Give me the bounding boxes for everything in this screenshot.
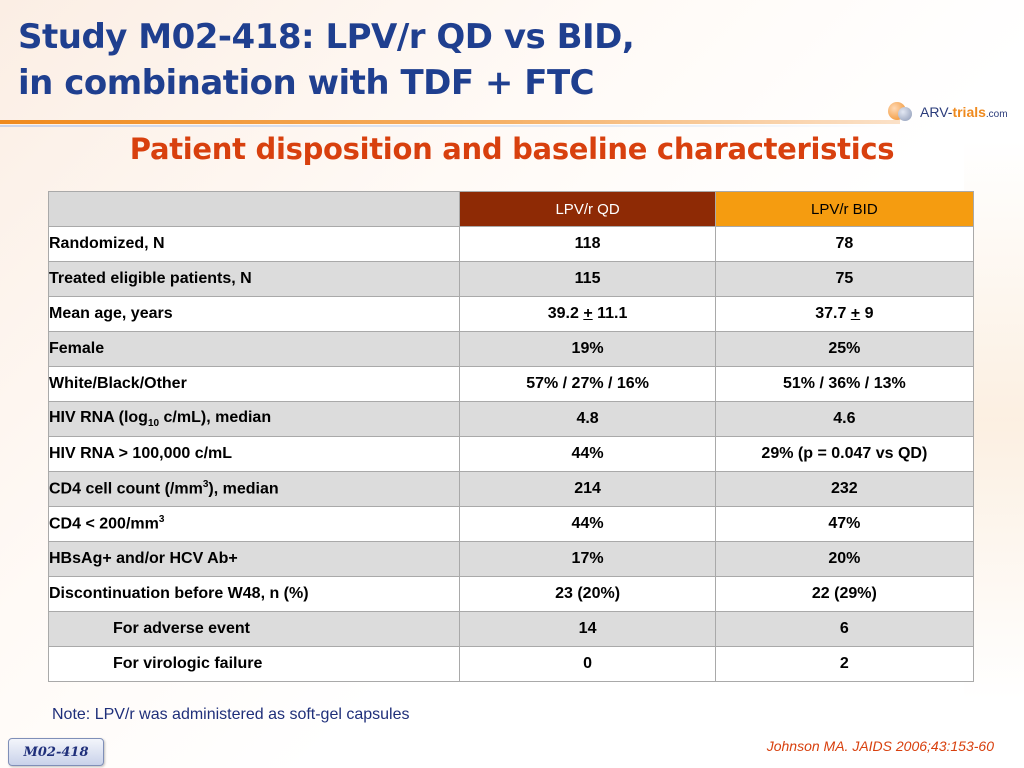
bid-value: 29% (p = 0.047 vs QD) xyxy=(714,436,975,472)
qd-value: 118 xyxy=(459,226,716,262)
bid-value: 4.6 xyxy=(714,401,975,437)
table-row: Mean age, years 39.2 + 11.1 37.7 + 9 xyxy=(47,296,975,332)
header-label-cell xyxy=(47,191,461,227)
table-row: CD4 < 200/mm3 44% 47% xyxy=(47,506,975,542)
table-row: HIV RNA > 100,000 c/mL 44% 29% (p = 0.04… xyxy=(47,436,975,472)
qd-value: 214 xyxy=(459,471,716,507)
qd-value: 23 (20%) xyxy=(459,576,716,612)
bid-sd: 9 xyxy=(864,305,874,322)
table-row: White/Black/Other 57% / 27% / 16% 51% / … xyxy=(47,366,975,402)
bid-value: 232 xyxy=(714,471,975,507)
row-label: For virologic failure xyxy=(47,646,461,682)
qd-value: 57% / 27% / 16% xyxy=(459,366,716,402)
row-label-superscript: 3 xyxy=(202,479,209,491)
row-label: Treated eligible patients, N xyxy=(47,261,461,297)
row-label: Discontinuation before W48, n (%) xyxy=(47,576,461,612)
row-label-part1: CD4 < 200/mm xyxy=(49,515,159,533)
bid-value: 37.7 + 9 xyxy=(714,296,975,332)
row-label: For adverse event xyxy=(47,611,461,647)
bid-value: 51% / 36% / 13% xyxy=(714,366,975,402)
bid-value: 6 xyxy=(714,611,975,647)
study-badge: M02-418 xyxy=(8,738,104,766)
table-header-row: LPV/r QD LPV/r BID xyxy=(47,191,975,227)
bid-value: 25% xyxy=(714,331,975,367)
table-row: For adverse event 14 6 xyxy=(47,611,975,647)
row-label-superscript: 3 xyxy=(158,514,165,526)
qd-sd: 11.1 xyxy=(597,305,628,322)
header-lpvr-qd: LPV/r QD xyxy=(459,191,716,227)
header-lpvr-bid: LPV/r BID xyxy=(714,191,975,227)
qd-value: 4.8 xyxy=(459,401,716,437)
logo-text-part1: ARV- xyxy=(920,104,953,120)
logo-text: ARV-trials.com xyxy=(920,104,1008,120)
row-label: HIV RNA (log10 c/mL), median xyxy=(47,401,461,437)
qd-value: 19% xyxy=(459,331,716,367)
table-row: CD4 cell count (/mm3), median 214 232 xyxy=(47,471,975,507)
qd-value: 0 xyxy=(459,646,716,682)
slide-subtitle: Patient disposition and baseline charact… xyxy=(129,132,895,166)
bid-value: 22 (29%) xyxy=(714,576,975,612)
bid-value: 47% xyxy=(714,506,975,542)
table-row: Randomized, N 118 78 xyxy=(47,226,975,262)
table-row: Discontinuation before W48, n (%) 23 (20… xyxy=(47,576,975,612)
bid-mean: 37.7 xyxy=(815,305,847,322)
bid-value: 20% xyxy=(714,541,975,577)
bid-value: 2 xyxy=(714,646,975,682)
bid-value: 78 xyxy=(714,226,975,262)
qd-value: 44% xyxy=(459,506,716,542)
row-label-part1: CD4 cell count (/mm xyxy=(49,480,203,498)
logo-text-part2: trials xyxy=(952,104,986,120)
row-label-part1: HIV RNA (log xyxy=(49,408,148,426)
table-row: Female 19% 25% xyxy=(47,331,975,367)
plus-minus-sign: + xyxy=(583,305,593,322)
row-label: White/Black/Other xyxy=(47,366,461,402)
row-label: HBsAg+ and/or HCV Ab+ xyxy=(47,541,461,577)
row-label: Mean age, years xyxy=(47,296,461,332)
qd-value: 39.2 + 11.1 xyxy=(459,296,716,332)
decorative-background xyxy=(964,140,1024,700)
baseline-characteristics-table: LPV/r QD LPV/r BID Randomized, N 118 78 … xyxy=(47,191,975,682)
qd-value: 17% xyxy=(459,541,716,577)
row-label-subscript: 10 xyxy=(147,418,160,430)
title-divider-secondary xyxy=(0,125,900,127)
row-label: HIV RNA > 100,000 c/mL xyxy=(47,436,461,472)
logo-text-part3: .com xyxy=(985,109,1008,120)
row-label: Female xyxy=(47,331,461,367)
table-row: For virologic failure 0 2 xyxy=(47,646,975,682)
row-label: CD4 cell count (/mm3), median xyxy=(47,471,461,507)
table-row: HIV RNA (log10 c/mL), median 4.8 4.6 xyxy=(47,401,975,437)
qd-value: 115 xyxy=(459,261,716,297)
title-line-1: Study M02-418: LPV/r QD vs BID, xyxy=(18,17,635,57)
logo-globe-icon xyxy=(886,98,920,126)
row-label: CD4 < 200/mm3 xyxy=(47,506,461,542)
footnote: Note: LPV/r was administered as soft-gel… xyxy=(52,706,410,723)
arv-trials-logo: ARV-trials.com xyxy=(886,98,1008,126)
citation: Johnson MA. JAIDS 2006;43:153-60 xyxy=(766,738,994,754)
table-row: HBsAg+ and/or HCV Ab+ 17% 20% xyxy=(47,541,975,577)
title-line-2: in combination with TDF + FTC xyxy=(18,63,595,103)
row-label: Randomized, N xyxy=(47,226,461,262)
row-label-part2: c/mL), median xyxy=(159,408,272,426)
qd-value: 44% xyxy=(459,436,716,472)
row-label-part2: ), median xyxy=(208,480,279,498)
bid-value: 75 xyxy=(714,261,975,297)
table-row: Treated eligible patients, N 115 75 xyxy=(47,261,975,297)
qd-mean: 39.2 xyxy=(547,305,579,322)
title-divider xyxy=(0,120,900,124)
slide-title: Study M02-418: LPV/r QD vs BID, in combi… xyxy=(18,14,818,106)
plus-minus-sign: + xyxy=(850,305,861,322)
qd-value: 14 xyxy=(459,611,716,647)
